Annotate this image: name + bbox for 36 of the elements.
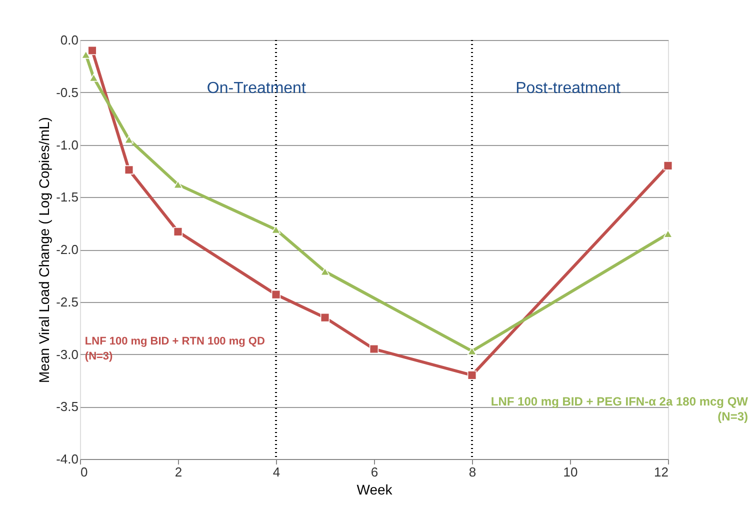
text: LNF 100 mg BID + PEG IFN-α 2a 180 mcg QW (N=3) <box>490 394 749 424</box>
point <box>369 344 379 354</box>
point <box>124 165 134 174</box>
point <box>271 290 281 300</box>
x-tick-label: 6 <box>370 464 378 480</box>
x-tick-label: 10 <box>563 464 578 480</box>
point <box>271 226 281 234</box>
point <box>467 347 477 356</box>
x-tick-label: 4 <box>272 464 280 480</box>
point <box>663 161 673 170</box>
point <box>173 227 183 236</box>
y-tick-label: -0.5 <box>56 84 78 100</box>
point <box>320 313 330 322</box>
point <box>320 267 330 276</box>
x-axis-title: Week <box>356 482 394 498</box>
point <box>663 230 673 238</box>
y-tick-label: -1.0 <box>56 137 78 152</box>
y-tick-label: -3.0 <box>56 346 78 362</box>
x-tick-label: 0 <box>80 464 88 480</box>
x-tick-label: 2 <box>174 464 182 480</box>
y-tick-label: -1.5 <box>56 190 78 205</box>
point <box>88 46 97 56</box>
y-axis-title: Mean Viral Load Change ( Log Copies/mL) <box>36 117 52 383</box>
point <box>89 74 98 82</box>
point <box>467 370 477 380</box>
y-tick-label: -2.0 <box>56 242 78 257</box>
y-tick-label: -3.5 <box>56 399 78 414</box>
y-tick-label: -2.5 <box>56 294 78 310</box>
x-tick-label: 12 <box>654 464 668 480</box>
y-tick-label: -4.0 <box>56 452 78 466</box>
point <box>124 135 134 144</box>
annotation: Post-treatment <box>516 80 622 97</box>
x-tick-label: 8 <box>468 464 476 480</box>
y-tick-label: 0.0 <box>60 32 78 48</box>
point <box>173 180 183 189</box>
annotation: On-Treatment <box>206 80 306 97</box>
